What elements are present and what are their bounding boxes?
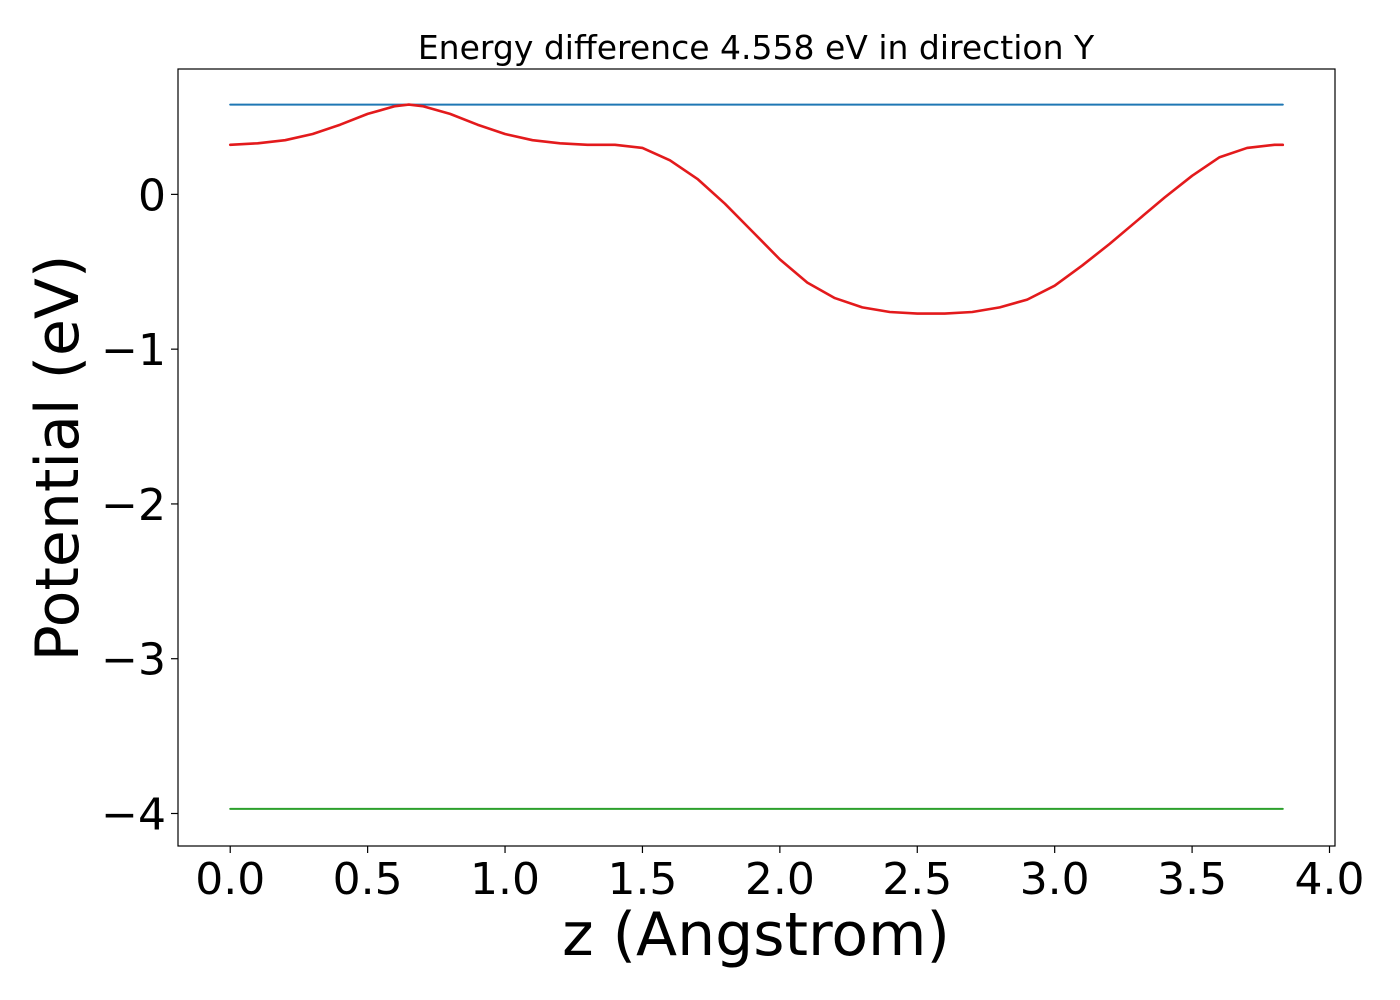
series-line-3 (228, 103, 1285, 315)
y-tick-label: −3 (101, 635, 166, 686)
x-tick-label: 0.5 (333, 854, 403, 905)
y-tick-label: −4 (101, 789, 166, 840)
y-axis-label: Potential (eV) (23, 255, 93, 662)
x-tick-label: 1.5 (607, 854, 677, 905)
axes-frame (177, 68, 1336, 847)
x-tick-label: 0.0 (195, 854, 265, 905)
x-tick-label: 2.0 (745, 854, 815, 905)
x-tick-label: 4.0 (1295, 854, 1365, 905)
y-tick-label: −2 (101, 480, 166, 531)
x-tick-label: 2.5 (882, 854, 952, 905)
chart-title: Energy difference 4.558 eV in direction … (418, 28, 1095, 67)
plot-area (228, 103, 1285, 810)
x-axis-label: z (Angstrom) (562, 900, 950, 970)
x-tick-label: 3.5 (1157, 854, 1227, 905)
x-axis: 0.0 0.5 1.0 1.5 2.0 2.5 3.0 3.5 4.0 (195, 846, 1364, 905)
y-axis: 0 −1 −2 −3 −4 (101, 170, 178, 840)
x-tick-label: 3.0 (1020, 854, 1090, 905)
y-tick-label: 0 (138, 170, 166, 221)
y-tick-label: −1 (101, 325, 166, 376)
x-tick-label: 1.0 (470, 854, 540, 905)
